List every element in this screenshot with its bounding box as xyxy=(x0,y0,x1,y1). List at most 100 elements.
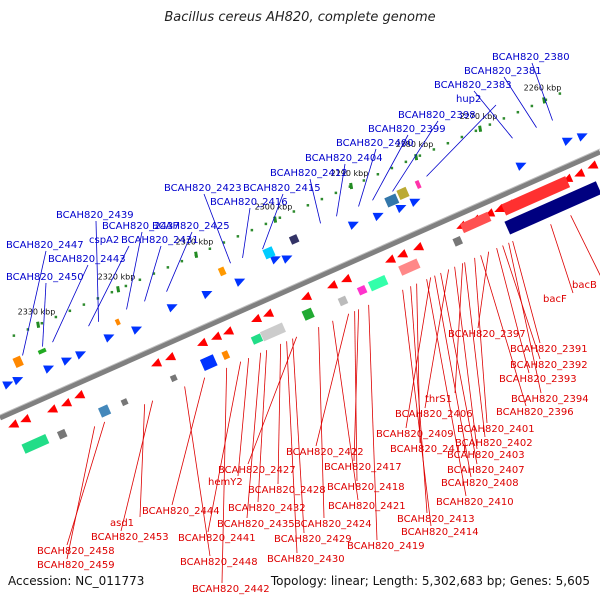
reverse-gene-label: BCAH820_2419 xyxy=(347,304,425,552)
gene-feature-block-shape xyxy=(221,350,231,360)
reverse-leader-line xyxy=(440,272,478,465)
forward-gene-arrow-shape xyxy=(515,162,527,171)
reverse-leader-line xyxy=(237,358,250,477)
scale-dot xyxy=(180,259,184,263)
forward-gene-label: BCAH820_2399 xyxy=(368,124,446,201)
reverse-gene-label: BCAH820_2429 xyxy=(274,338,352,545)
forward-leader-line xyxy=(262,193,284,250)
reverse-label-text: BCAH820_2428 xyxy=(248,485,326,496)
reverse-gene-label: BCAH820_2408 xyxy=(434,275,519,489)
reverse-gene-arrow-shape xyxy=(20,413,32,423)
reverse-gene-arrow xyxy=(301,291,313,300)
gene-feature-block-shape xyxy=(56,428,68,440)
reverse-label-text: BCAH820_2419 xyxy=(347,541,425,552)
forward-gene-arrow-shape xyxy=(75,351,87,360)
reverse-label-text: bacF xyxy=(543,294,567,305)
reverse-gene-arrow-shape xyxy=(165,351,177,361)
gene-feature-block xyxy=(169,374,178,383)
reverse-gene-label: BCAH820_2448 xyxy=(180,386,258,568)
reverse-leader-line xyxy=(246,352,262,519)
reverse-label-text: BCAH820_2441 xyxy=(178,533,256,544)
gene-feature-block-shape xyxy=(37,347,47,355)
reverse-gene-label: BCAH820_2411 xyxy=(390,283,468,455)
forward-label-text: BCAH820_2412 xyxy=(270,168,348,179)
reverse-gene-block xyxy=(459,211,492,234)
reverse-leader-line xyxy=(318,327,325,519)
reverse-gene-block xyxy=(501,176,571,216)
gene-feature-block xyxy=(114,318,121,326)
forward-label-text: BCAH820_2381 xyxy=(464,66,542,77)
gene-feature-block-shape xyxy=(398,258,421,276)
reverse-leader-line xyxy=(257,350,268,503)
reverse-gene-arrow-shape xyxy=(574,168,586,177)
reverse-gene-label: BCAH820_2424 xyxy=(294,327,372,530)
forward-leader-line xyxy=(242,207,251,259)
reverse-leader-line xyxy=(508,242,542,394)
scale-dot xyxy=(292,210,296,213)
forward-gene-label: BCAH820_2415 xyxy=(243,183,321,250)
reverse-leader-line xyxy=(550,224,574,294)
forward-label-text: BCAH820_2431 xyxy=(121,235,199,246)
scale-dot xyxy=(376,173,380,176)
reverse-leader-line xyxy=(454,263,464,394)
forward-leader-line xyxy=(372,134,409,201)
forward-leader-line xyxy=(52,264,89,343)
gene-feature-block xyxy=(250,333,264,345)
reverse-leader-line xyxy=(434,275,472,478)
forward-gene-arrow xyxy=(281,255,293,264)
gene-feature-block-shape xyxy=(301,307,315,321)
reverse-gene-arrow-shape xyxy=(587,160,599,169)
forward-gene-label: BCAH820_2383 xyxy=(434,80,513,139)
scale-dot xyxy=(40,321,44,325)
summary-text: Topology: linear; Length: 5,302,683 bp; … xyxy=(270,574,590,588)
reverse-leader-line xyxy=(207,361,242,533)
reverse-gene-arrow xyxy=(574,168,586,177)
gene-feature-block-shape xyxy=(250,333,264,345)
forward-gene-arrow xyxy=(347,221,359,230)
scale-dot xyxy=(54,315,58,319)
forward-gene-arrow-shape xyxy=(269,256,281,265)
reverse-label-text: BCAH820_2418 xyxy=(327,482,405,493)
forward-gene-arrow xyxy=(12,377,24,386)
reverse-leader-line xyxy=(496,248,530,374)
reverse-leader-line xyxy=(353,309,360,462)
scale-dot xyxy=(390,166,394,170)
scale-dot xyxy=(404,160,408,164)
scale-dot xyxy=(278,216,282,219)
forward-gene-arrow-shape xyxy=(103,334,115,343)
reverse-gene-label: BCAH820_2391 xyxy=(510,240,588,355)
reverse-gene-arrow-shape xyxy=(341,273,353,283)
forward-gene-label: BCAH820_2412 xyxy=(270,168,348,224)
reverse-gene-arrow xyxy=(20,413,32,423)
gene-feature-block-shape xyxy=(114,318,121,326)
forward-gene-label: hup2 xyxy=(426,94,497,177)
reverse-gene-arrow-shape xyxy=(151,358,163,367)
reverse-gene-arrow-shape xyxy=(251,313,263,323)
reverse-gene-label: BCAH820_2427 xyxy=(218,336,298,476)
gene-feature-block xyxy=(288,234,300,245)
forward-leader-line xyxy=(531,62,553,121)
forward-gene-arrow xyxy=(61,357,73,366)
gene-feature-block-shape xyxy=(120,398,129,407)
map-title: Bacillus cereus AH820, complete genome xyxy=(164,10,436,25)
forward-gene-arrow-shape xyxy=(234,278,246,287)
gene-feature-block xyxy=(301,307,315,321)
forward-label-text: cspA2 xyxy=(89,235,119,246)
reverse-gene-label: BCAH820_2407 xyxy=(440,272,525,476)
reverse-leader-line xyxy=(120,400,154,532)
reverse-leader-line xyxy=(402,289,432,527)
forward-label-text: BCAH820_2439 xyxy=(56,210,134,221)
reverse-label-text: BCAH820_2442 xyxy=(192,584,270,595)
kbp-tick-label: 2260 kbp xyxy=(524,83,562,92)
forward-gene-label: BCAH820_2416 xyxy=(210,197,288,259)
forward-gene-label: BCAH820_2423 xyxy=(164,183,242,264)
reverse-gene-label: BCAH820_2458 xyxy=(37,421,115,557)
reverse-label-text: BCAH820_2407 xyxy=(447,465,525,476)
scale-dot xyxy=(222,241,226,244)
reverse-gene-label: BCAH820_2459 xyxy=(37,426,115,571)
forward-label-text: BCAH820_2416 xyxy=(210,197,288,208)
forward-label-text: BCAH820_2443 xyxy=(48,254,126,265)
kbp-tick-label: 2280 kbp xyxy=(396,140,434,149)
reverse-leader-line xyxy=(474,257,488,424)
forward-label-text: BCAH820_2404 xyxy=(305,153,383,164)
